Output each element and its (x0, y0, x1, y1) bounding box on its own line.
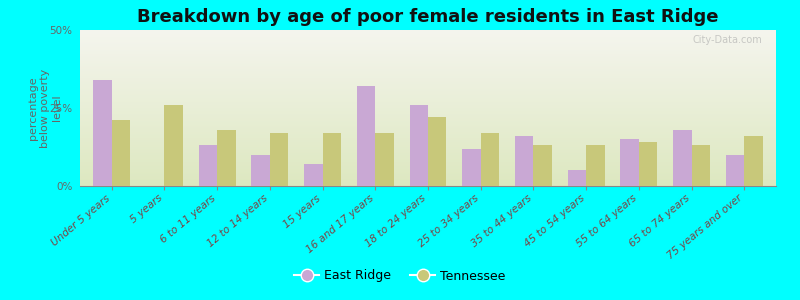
Bar (586, 146, 605, 186)
Bar (375, 133, 394, 186)
Bar (217, 130, 235, 186)
Bar (357, 86, 375, 186)
Bar (673, 130, 692, 186)
Bar (304, 164, 322, 186)
Bar (93, 80, 112, 186)
Bar (410, 105, 428, 186)
Bar (322, 133, 341, 186)
Legend: East Ridge, Tennessee: East Ridge, Tennessee (290, 265, 510, 287)
Bar (112, 121, 130, 186)
Bar (251, 155, 270, 186)
Bar (164, 105, 183, 186)
Y-axis label: percentage
below poverty
level: percentage below poverty level (29, 68, 62, 148)
Bar (744, 136, 763, 186)
Bar (428, 117, 446, 186)
Bar (534, 146, 552, 186)
Bar (481, 133, 499, 186)
Bar (692, 146, 710, 186)
Bar (639, 142, 658, 186)
Bar (726, 155, 744, 186)
Bar (198, 146, 217, 186)
Bar (621, 139, 639, 186)
Bar (270, 133, 288, 186)
Text: City-Data.com: City-Data.com (692, 35, 762, 45)
Bar (568, 170, 586, 186)
Bar (462, 148, 481, 186)
Title: Breakdown by age of poor female residents in East Ridge: Breakdown by age of poor female resident… (138, 8, 718, 26)
Bar (515, 136, 534, 186)
